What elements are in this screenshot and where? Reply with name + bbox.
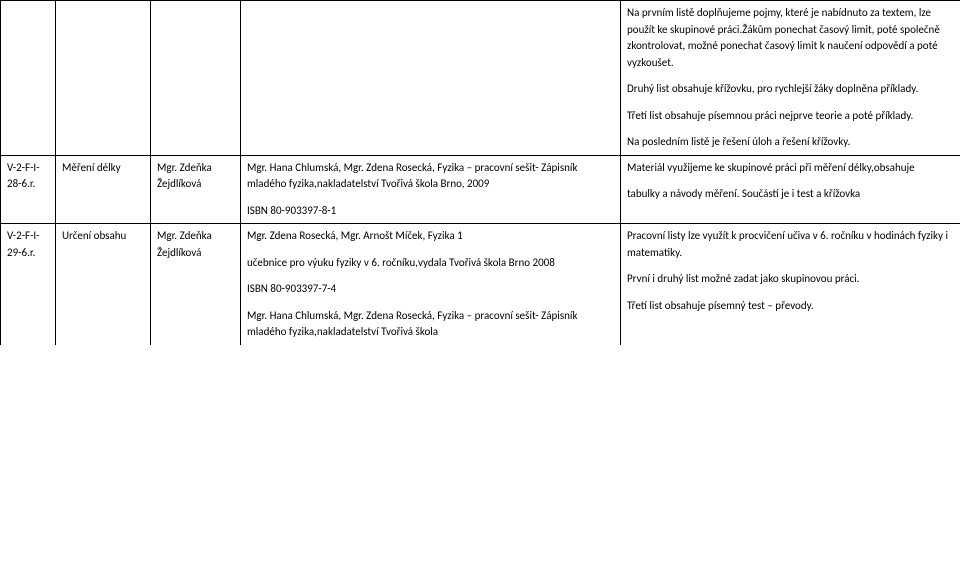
desc-paragraph: Materiál využijeme ke skupinové práci př… [627, 160, 954, 177]
source-paragraph: učebnice pro výuku fyziky v 6. ročníku,v… [247, 255, 614, 272]
desc-paragraph: Třetí list obsahuje písemný test – převo… [627, 298, 954, 315]
desc-paragraph: Na posledním listě je řešení úloh a řeše… [627, 134, 954, 151]
cell-code: V-2-F-I-28-6.r. [1, 155, 56, 224]
table-row: Na prvním listě doplňujeme pojmy, které … [1, 1, 960, 156]
document-table: Na prvním listě doplňujeme pojmy, které … [0, 0, 960, 345]
cell-topic: Měření délky [56, 155, 151, 224]
desc-paragraph: Třetí list obsahuje písemnou práci nejpr… [627, 108, 954, 125]
cell-code [1, 1, 56, 156]
cell-desc: Pracovní listy lze využít k procvičení u… [621, 224, 960, 345]
desc-paragraph: Na prvním listě doplňujeme pojmy, které … [627, 5, 954, 71]
cell-source: Mgr. Zdena Rosecká, Mgr. Arnošt Míček, F… [241, 224, 621, 345]
source-paragraph: ISBN 80-903397-7-4 [247, 281, 614, 298]
desc-paragraph: Druhý list obsahuje křížovku, pro rychle… [627, 81, 954, 98]
cell-author: Mgr. Zdeňka Žejdlíková [151, 155, 241, 224]
cell-author: Mgr. Zdeňka Žejdlíková [151, 224, 241, 345]
desc-paragraph: První i druhý list možné zadat jako skup… [627, 271, 954, 288]
desc-paragraph: tabulky a návody měření. Součástí je i t… [627, 186, 954, 203]
source-paragraph: Mgr. Hana Chlumská, Mgr. Zdena Rosecká, … [247, 308, 614, 341]
source-paragraph: Mgr. Zdena Rosecká, Mgr. Arnošt Míček, F… [247, 228, 614, 245]
cell-author [151, 1, 241, 156]
cell-desc: Materiál využijeme ke skupinové práci př… [621, 155, 960, 224]
cell-topic [56, 1, 151, 156]
cell-source: Mgr. Hana Chlumská, Mgr. Zdena Rosecká, … [241, 155, 621, 224]
source-paragraph: ISBN 80-903397-8-1 [247, 203, 614, 220]
cell-desc: Na prvním listě doplňujeme pojmy, které … [621, 1, 960, 156]
table-row: V-2-F-I-28-6.r. Měření délky Mgr. Zdeňka… [1, 155, 960, 224]
source-paragraph: Mgr. Hana Chlumská, Mgr. Zdena Rosecká, … [247, 160, 614, 193]
cell-code: V-2-F-I-29-6.r. [1, 224, 56, 345]
cell-source [241, 1, 621, 156]
cell-topic: Určení obsahu [56, 224, 151, 345]
table-row: V-2-F-I-29-6.r. Určení obsahu Mgr. Zdeňk… [1, 224, 960, 345]
desc-paragraph: Pracovní listy lze využít k procvičení u… [627, 228, 954, 261]
